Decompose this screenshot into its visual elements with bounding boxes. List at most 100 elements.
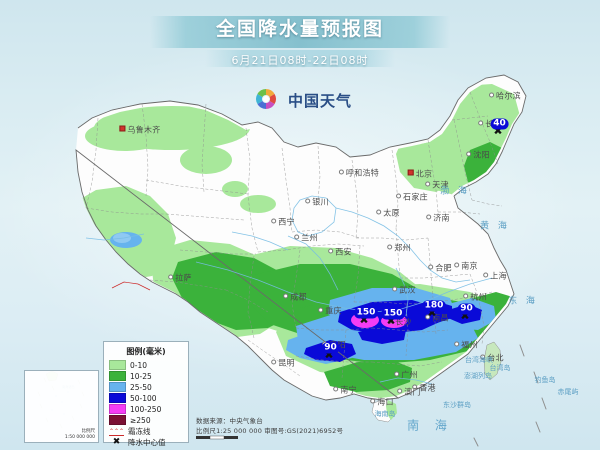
city-marker-icon	[454, 341, 460, 347]
city-label-31: 台北	[480, 353, 504, 364]
city-label-27: 南宁	[333, 385, 357, 396]
precip-center-value: 180	[421, 300, 447, 312]
city-label-25: 昆明	[271, 358, 295, 369]
legend-row-5: ≥250	[109, 415, 183, 425]
city-label-15: 合肥	[428, 263, 452, 274]
city-marker-icon	[338, 169, 344, 175]
city-name: 北京	[415, 169, 433, 179]
capital-marker-icon	[119, 125, 126, 132]
city-marker-icon	[387, 244, 393, 250]
city-label-0: 乌鲁木齐	[119, 125, 160, 136]
footer-source: 数据来源：中央气象台	[196, 417, 263, 425]
city-name: 银川	[312, 197, 329, 207]
title-banner	[150, 16, 450, 48]
city-name: 拉萨	[175, 273, 192, 283]
taiwan-island	[483, 341, 502, 381]
city-name: 昆明	[278, 358, 295, 368]
city-marker-icon	[466, 151, 472, 157]
city-name: 南昌	[432, 313, 449, 323]
city-marker-icon	[478, 120, 484, 126]
city-marker-icon	[283, 293, 289, 299]
city-marker-icon	[318, 307, 324, 313]
city-name: 太原	[383, 208, 400, 218]
precip-center-marker-icon: ✖	[460, 309, 470, 323]
city-label-10: 济南	[426, 213, 450, 224]
city-name: 天津	[432, 180, 449, 190]
city-label-7: 天津	[425, 180, 449, 191]
legend-label-0: 0-10	[130, 360, 148, 370]
inset-scale-value: 1:50 000 000	[64, 435, 95, 440]
city-marker-icon	[463, 293, 469, 299]
legend-row-4: 100-250	[109, 404, 183, 414]
precip-center-value: 150	[380, 308, 406, 320]
brand-logo-group: 中国天气	[258, 88, 352, 112]
city-marker-icon	[483, 272, 489, 278]
city-name: 广州	[401, 370, 418, 380]
city-marker-icon	[454, 262, 460, 268]
frost-line	[111, 281, 151, 291]
city-marker-icon	[392, 286, 398, 292]
city-label-33: 拉萨	[168, 273, 192, 284]
city-marker-icon	[428, 264, 434, 270]
precip-center-3: ✖ 90	[321, 342, 340, 361]
precip-center-2: ✖ 180	[421, 300, 447, 319]
city-label-18: 武汉	[392, 285, 416, 296]
city-label-9: 太原	[376, 208, 400, 219]
city-name: 台北	[487, 353, 504, 363]
city-label-17: 上海	[483, 271, 507, 282]
city-name: 福州	[461, 340, 478, 350]
city-label-28: 广州	[394, 370, 418, 381]
forecast-period: 6月21日08时-22日08时	[231, 54, 369, 67]
legend-swatch-0	[109, 360, 126, 370]
precip-center-4: ✖ 90	[457, 303, 476, 323]
city-label-1: 呼和浩特	[338, 168, 380, 179]
city-name: 海口	[377, 397, 394, 407]
city-name: 重庆	[325, 306, 342, 316]
legend-label-2: 25-50	[130, 382, 152, 392]
city-label-20: 南昌	[425, 313, 449, 324]
island-label-4: 钓鱼岛	[534, 376, 556, 384]
city-name: 呼和浩特	[345, 168, 380, 178]
precip-center-value: 150	[353, 307, 379, 319]
island-label-2: 澎湖列岛	[464, 372, 492, 380]
legend-title: 图例(毫米)	[126, 347, 166, 356]
sea-label-1: 黄 海	[480, 221, 510, 232]
city-name: 兰州	[301, 233, 318, 243]
city-label-5: 西安	[328, 247, 352, 258]
city-name: 成都	[290, 292, 307, 302]
precip-center-5: ✖ 40	[490, 118, 509, 137]
frost-line-icon	[109, 427, 124, 436]
city-name: 长沙	[395, 317, 412, 327]
city-name: 武汉	[399, 285, 416, 295]
city-marker-icon	[305, 198, 311, 204]
island-label-1: 海南岛	[374, 410, 396, 418]
inset-scale-group: 比例尺 1:50 000 000	[65, 429, 95, 441]
city-marker-icon	[425, 181, 431, 187]
city-name: 郑州	[394, 243, 411, 253]
city-marker-icon	[328, 248, 334, 254]
sea-label-4: 台湾海峡	[465, 356, 493, 364]
city-name: 上海	[490, 271, 507, 281]
city-marker-icon	[376, 209, 382, 215]
precip-center-marker-icon: ✖	[359, 313, 369, 327]
city-marker-icon	[168, 274, 174, 280]
city-marker-icon	[397, 388, 403, 394]
city-marker-icon	[294, 234, 300, 240]
city-label-14: 沈阳	[466, 150, 490, 161]
national-border	[75, 74, 527, 401]
legend-row-1: 10-25	[109, 371, 183, 381]
city-label-3: 西宁	[271, 217, 295, 228]
city-marker-icon	[412, 384, 418, 390]
city-name: 澳门	[404, 387, 421, 397]
sea-label-3: 南 海	[407, 418, 453, 433]
capital-marker-icon	[407, 169, 414, 176]
precip-center-1: ✖ 150	[380, 308, 406, 327]
city-label-12: 哈尔滨	[489, 91, 521, 102]
city-name: 南宁	[340, 385, 357, 395]
island-label-3: 东沙群岛	[443, 401, 471, 409]
city-label-23: 重庆	[318, 306, 342, 317]
nine-dash-line	[473, 344, 547, 447]
legend-swatch-4	[109, 404, 126, 414]
rivers	[85, 195, 493, 385]
